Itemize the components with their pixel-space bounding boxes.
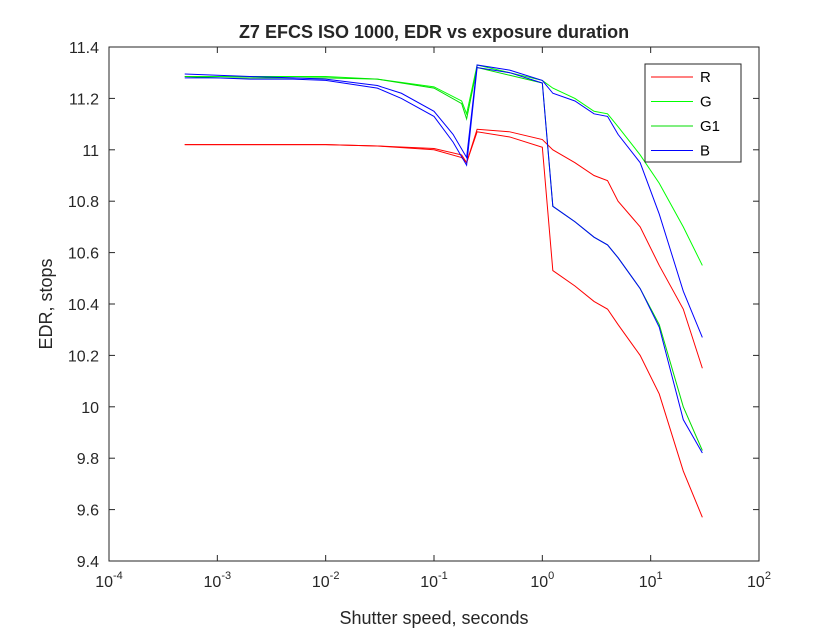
x-tick-label: 10-4 (95, 570, 123, 591)
legend-label-g: G (700, 94, 712, 111)
chart-title: Z7 EFCS ISO 1000, EDR vs exposure durati… (239, 22, 629, 42)
y-tick-label: 10.8 (68, 194, 99, 211)
y-tick-label: 10.4 (68, 297, 99, 314)
y-tick-label: 11.4 (69, 40, 99, 57)
legend-label-g1: G1 (700, 118, 720, 135)
series-line-b-5 (184, 66, 703, 454)
y-tick-label: 10 (81, 400, 99, 417)
series-line-b-4 (184, 64, 703, 338)
x-tick-label: 101 (639, 570, 663, 591)
legend-box (644, 63, 742, 163)
x-tick-label: 10-2 (312, 570, 340, 591)
x-tick-label: 100 (530, 570, 554, 591)
y-axis-label: EDR, stops (36, 258, 56, 349)
y-tick-label: 9.6 (77, 503, 99, 520)
x-tick-label: 10-1 (420, 570, 448, 591)
legend-label-r: R (700, 69, 711, 86)
x-tick-label: 102 (747, 570, 771, 591)
series-line-r-1 (184, 131, 703, 518)
x-axis-label: Shutter speed, seconds (339, 608, 528, 628)
y-tick-label: 9.4 (77, 554, 99, 571)
y-tick-label: 11.2 (69, 91, 99, 108)
legend-label-b: B (700, 143, 710, 160)
series-layer (184, 64, 703, 518)
axis-ticks: 10-4 10-3 10-2 10-1 100 101 102 9.4 9.6 9.8 10 10.2… (68, 40, 771, 591)
y-tick-label: 9.8 (77, 451, 99, 468)
x-tick-label: 10-3 (204, 570, 232, 591)
legend: RG G1 B (644, 63, 742, 163)
y-tick-label: 10.6 (68, 246, 99, 263)
y-tick-label: 11 (82, 143, 99, 160)
y-tick-label: 10.2 (68, 348, 99, 365)
